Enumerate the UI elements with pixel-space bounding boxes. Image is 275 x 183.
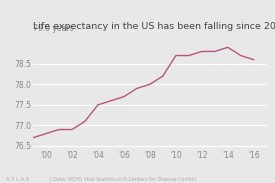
Text: | Data: NCHS Vital Statistics/US Centers for Disease Control: | Data: NCHS Vital Statistics/US Centers… — [50, 177, 195, 182]
Text: Life expectancy in the US has been falling since 2014: Life expectancy in the US has been falli… — [33, 22, 275, 31]
Text: A T L A S: A T L A S — [6, 177, 29, 182]
Text: 79.0 years: 79.0 years — [33, 24, 73, 33]
